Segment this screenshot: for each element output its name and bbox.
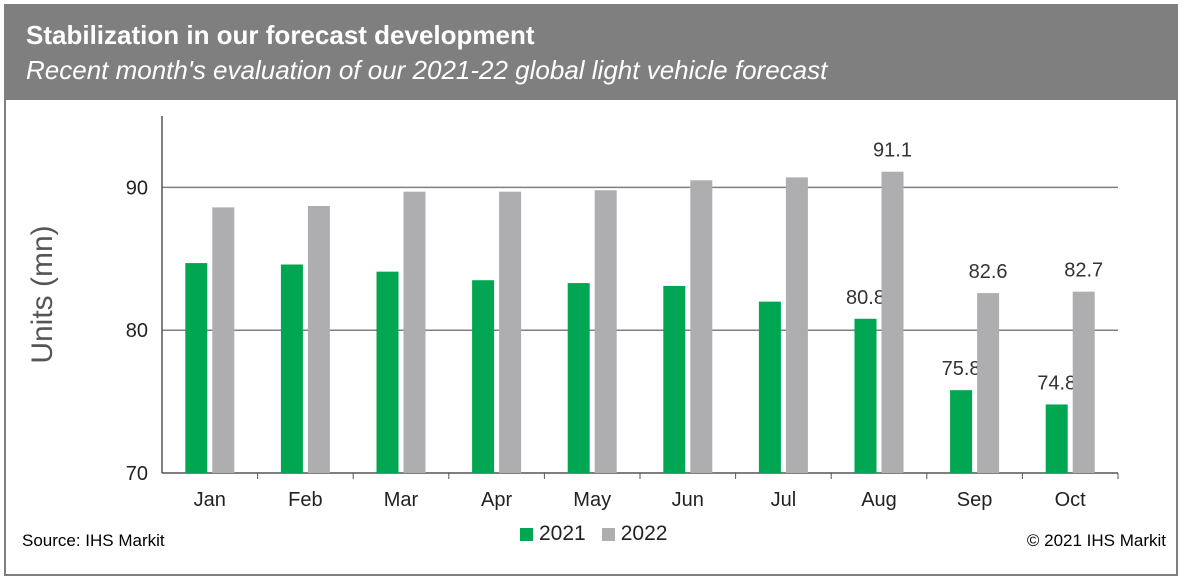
x-tick-label: Jan [194,489,226,511]
data-label-2021-Sep: 75.8 [942,358,981,380]
legend-label-2022: 2022 [620,522,668,545]
x-tick-label: Apr [481,489,512,511]
chart-subtitle: Recent month's evaluation of our 2021-22… [26,55,828,85]
bar-2022-Jun [690,180,713,473]
chart-legend: 2021 2022 [520,522,683,546]
x-tick-label: Feb [288,489,322,511]
data-label-2022-Aug: 91.1 [873,140,912,162]
bar-2021-Oct [1045,404,1068,473]
bar-2022-Sep [977,293,1000,473]
chart-header: Stabilization in our forecast developmen… [6,6,1176,100]
y-tick-label: 70 [126,463,148,485]
x-tick-label: Mar [384,489,419,511]
y-tick-label: 90 [126,177,148,199]
legend-item-2021: 2021 [520,522,586,546]
x-tick-label: May [573,489,611,511]
bar-2021-May [567,283,590,473]
x-tick-label: Aug [861,489,897,511]
bar-2022-Oct [1072,291,1095,473]
chart-frame: Stabilization in our forecast developmen… [4,4,1178,576]
bar-2022-Jul [785,177,808,474]
x-tick-label: Oct [1055,489,1087,511]
legend-item-2022: 2022 [601,522,668,546]
bar-2022-Jan [212,207,235,473]
bar-2021-Aug [854,318,877,473]
x-tick-label: Jun [672,489,704,511]
legend-label-2021: 2021 [539,522,586,545]
bar-2021-Jul [758,301,781,473]
chart-title: Stabilization in our forecast developmen… [26,20,535,50]
bar-2021-Apr [472,280,495,473]
legend-swatch-2022 [601,527,615,541]
x-tick-label: Jul [771,489,797,511]
y-axis-title: Units (mn) [26,225,59,363]
bar-2021-Feb [280,264,303,473]
y-tick-label: 80 [126,320,148,342]
bar-2021-Jan [185,263,208,473]
bar-2022-Feb [307,205,330,474]
bar-2021-Jun [663,285,686,473]
bar-2022-May [594,190,617,474]
copyright-note: © 2021 IHS Markit [1026,531,1166,550]
bar-2022-Aug [881,171,904,473]
data-label-2022-Oct: 82.7 [1064,260,1103,282]
data-label-2021-Oct: 74.8 [1037,372,1076,394]
data-label-2022-Sep: 82.6 [969,261,1008,283]
source-note: Source: IHS Markit [22,531,165,550]
bar-2021-Sep [950,390,973,473]
bar-2021-Mar [376,271,399,473]
bar-2022-Mar [403,191,426,473]
bar-2022-Apr [499,191,522,473]
x-tick-label: Sep [957,489,993,511]
legend-swatch-2021 [520,527,533,541]
data-label-2021-Aug: 80.8 [846,287,885,309]
